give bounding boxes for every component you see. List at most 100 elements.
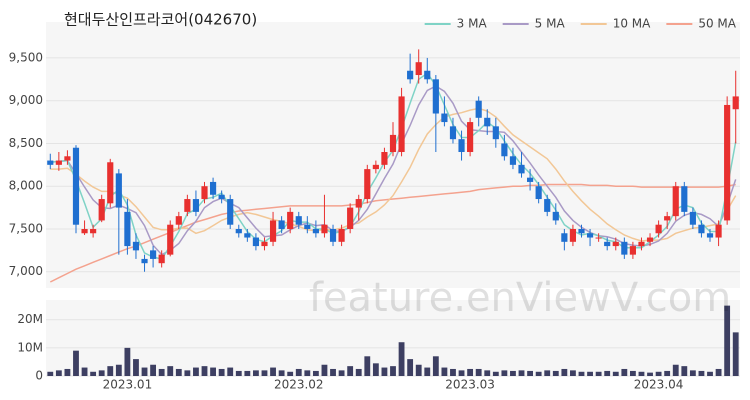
watermark: feature.enViewV.com [309,275,731,321]
candle-body [81,228,88,234]
candle-body [124,211,131,247]
candle-body [192,199,200,212]
candle-body [141,258,148,264]
candle-body [492,126,499,140]
volume-bar [535,371,542,376]
volume-bar [475,368,482,376]
volume-bar [544,370,551,376]
volume-bar [647,372,653,376]
candle-body [449,126,457,140]
candle-body [424,70,431,80]
candle-body [638,241,645,247]
candle-body [552,211,559,221]
candle-body [47,160,54,165]
volume-bar [175,368,182,376]
candle-body [732,96,739,110]
volume-bar [612,371,619,376]
candle-body [175,216,182,225]
volume-bar [244,370,251,376]
candle-body [312,228,319,234]
candle-body [338,228,345,242]
y-tick-label: 20M [17,312,43,326]
volume-bar [672,364,679,376]
candle-body [167,224,174,255]
volume-bar [98,370,105,376]
candle-body [355,199,362,208]
volume-bar [578,371,585,376]
volume-bar [235,370,242,376]
volume-bar [501,370,508,376]
candle-body [415,62,422,76]
candle-body [235,228,242,234]
volume-bar [124,347,131,376]
candle-body [458,139,465,153]
volume-bar [253,370,259,376]
volume-bar [518,370,525,376]
candle-body [604,241,611,247]
y-tick-label: 7,000 [9,264,43,278]
candle-body [664,216,671,221]
candle-body [681,186,688,212]
candle-body [672,186,679,217]
volume-bar [270,367,276,376]
legend-label: 3 MA [457,17,488,31]
candle-body [347,207,354,229]
candle-body [227,199,234,225]
volume-bar [338,370,345,376]
chart-title: 현대두산인프라코어(042670) [64,11,257,29]
candle-body [586,233,594,238]
legend-label: 50 MA [698,17,736,31]
candle-body [518,164,525,174]
y-tick-label: 0 [35,369,43,383]
volume-bar [484,370,491,376]
y-tick-label: 10M [17,340,43,354]
candle-body [209,181,217,195]
volume-bar [415,364,422,376]
legend-label: 5 MA [535,17,566,31]
volume-bar [261,370,268,376]
candle-body [132,241,140,251]
x-tick-label: 2023.01 [103,378,153,392]
candle-body [621,241,628,255]
candle-body [535,186,542,200]
candle-body [689,211,696,225]
volume-bar [64,368,71,376]
candle-body [629,246,636,255]
volume-bar [184,370,191,376]
volume-bar [724,305,731,376]
volume-bar [732,332,739,376]
volume-bar [604,370,611,376]
x-tick-label: 2023.02 [274,378,324,392]
volume-bar [210,367,216,376]
volume-bar [467,368,474,376]
volume-bar [193,367,199,376]
volume-bar [312,370,319,376]
volume-bar [47,371,54,376]
candle-body [698,224,705,234]
candle-body [98,199,105,221]
volume-bar [441,367,448,376]
volume-bar [278,370,285,376]
candle-body [329,228,337,242]
candle-body [655,224,662,234]
candle-body [467,122,474,153]
candle-body [569,228,577,242]
volume-bar [381,367,388,376]
candle-body [398,96,405,153]
candle-body [612,241,619,247]
candle-body [304,224,311,229]
volume-bar [698,370,705,376]
candle-body [252,237,259,247]
candle-body [578,228,585,234]
volume-bar [372,363,379,376]
volume-bar [390,366,396,376]
candle-body [184,199,191,212]
candle-body [218,194,225,200]
candle-body [646,237,654,242]
candle-body [407,70,414,80]
candle-body [90,228,97,234]
volume-bar [227,367,234,376]
candle-body [432,79,439,114]
volume-bar [167,366,174,376]
volume-plot-area [46,300,740,376]
